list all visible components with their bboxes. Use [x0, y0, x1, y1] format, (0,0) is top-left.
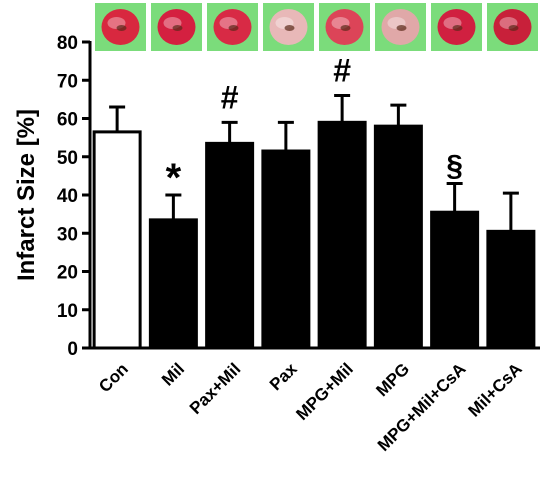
- significance-marker: #: [333, 53, 351, 89]
- y-tick-label: 40: [57, 186, 78, 207]
- lumen: [508, 25, 519, 31]
- bars: [92, 120, 536, 350]
- y-tick-label: 20: [57, 263, 78, 284]
- error-bars: [109, 94, 519, 232]
- y-tick-label: 80: [57, 33, 78, 54]
- heart-section-image: [319, 3, 370, 51]
- y-tick-label: 0: [67, 339, 78, 360]
- lumen: [340, 25, 351, 31]
- heart-section-image: [487, 3, 538, 51]
- lumen: [116, 25, 127, 31]
- bar: [430, 210, 480, 350]
- bar: [317, 120, 367, 350]
- bar: [486, 229, 536, 350]
- x-tick-label: Con: [95, 359, 132, 396]
- x-tick-label: Mil: [158, 359, 188, 389]
- y-tick-label: 10: [57, 301, 78, 322]
- lumen: [452, 25, 463, 31]
- significance-marker: #: [221, 79, 239, 115]
- significance-markers: * # # §: [166, 53, 463, 200]
- bar: [205, 141, 255, 350]
- y-tick-label: 60: [57, 110, 78, 131]
- y-tick-label: 30: [57, 224, 78, 245]
- heart-section-image: [151, 3, 202, 51]
- bar: [373, 124, 423, 350]
- significance-marker: §: [446, 150, 463, 183]
- heart-section-images: [95, 3, 538, 51]
- significance-marker: *: [166, 156, 182, 200]
- bar: [92, 130, 142, 350]
- bar: [261, 149, 311, 350]
- x-tick-label: MPG+Mil: [292, 359, 357, 424]
- x-tick-label: MPG: [372, 359, 413, 400]
- lumen: [396, 25, 407, 31]
- heart-section-image: [207, 3, 258, 51]
- bar: [148, 218, 198, 350]
- x-tick-label: Pax+Mil: [186, 359, 245, 418]
- x-tick-label: Pax: [266, 359, 301, 394]
- heart-section-image: [263, 3, 314, 51]
- lumen: [172, 25, 183, 31]
- y-tick-label: 50: [57, 148, 78, 169]
- y-tick-label: 70: [57, 71, 78, 92]
- y-ticks: 0 10 20 30 40 50 60 70 80: [57, 33, 90, 360]
- heart-section-image: [431, 3, 482, 51]
- y-axis-label: Infarct Size [%]: [13, 109, 40, 281]
- lumen: [228, 25, 239, 31]
- heart-section-image: [95, 3, 146, 51]
- heart-section-image: [375, 3, 426, 51]
- lumen: [284, 25, 295, 31]
- x-tick-label: Mil+CsA: [465, 359, 526, 420]
